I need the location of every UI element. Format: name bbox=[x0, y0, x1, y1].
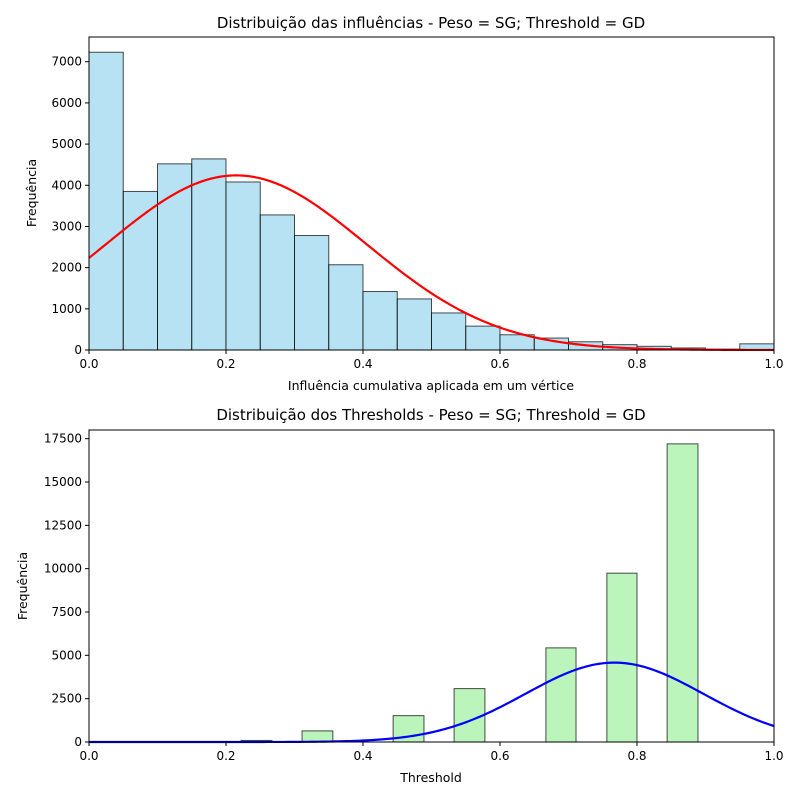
threshold-y-tick-label-1: 2500 bbox=[51, 692, 82, 706]
influence-bar-3 bbox=[191, 158, 227, 351]
influence-y-tick-label-4: 4000 bbox=[51, 178, 82, 192]
threshold-y-tick-label-2: 5000 bbox=[51, 648, 82, 662]
threshold-chart-title: Distribuição dos Thresholds - Peso = SG;… bbox=[216, 406, 645, 424]
influence-bar-8 bbox=[362, 291, 398, 351]
influence-bar-5 bbox=[259, 214, 295, 351]
influence-y-tick-label-0: 0 bbox=[74, 343, 82, 357]
influence-x-ticks: 0.0 0.2 0.4 0.6 0.8 1.0 bbox=[79, 350, 784, 371]
threshold-y-axis-label: Frequência bbox=[15, 552, 30, 620]
threshold-x-tick-label-4: 0.8 bbox=[627, 749, 646, 763]
influence-bar-2 bbox=[157, 163, 193, 351]
influence-y-tick-label-2: 2000 bbox=[51, 261, 82, 275]
influence-histogram-plot: Distribuição das influências - Peso = SG… bbox=[24, 14, 784, 393]
influence-fit-curve bbox=[88, 174, 775, 352]
influence-y-tick-label-3: 3000 bbox=[51, 219, 82, 233]
influence-x-tick-label-4: 0.8 bbox=[627, 357, 646, 371]
threshold-bar-1 bbox=[301, 730, 334, 743]
threshold-axes-frame bbox=[88, 429, 775, 743]
influence-bar-7 bbox=[328, 264, 364, 351]
influence-y-tick-label-5: 5000 bbox=[51, 137, 82, 151]
influence-bar-0 bbox=[88, 51, 124, 351]
influence-y-tick-label-1: 1000 bbox=[51, 302, 82, 316]
influence-y-tick-label-7: 7000 bbox=[51, 55, 82, 69]
threshold-bar-6 bbox=[666, 443, 699, 743]
threshold-x-ticks: 0.0 0.2 0.4 0.6 0.8 1.0 bbox=[79, 742, 784, 763]
influence-bar-4 bbox=[225, 181, 261, 351]
influence-bar-6 bbox=[294, 235, 330, 351]
threshold-bars bbox=[240, 443, 699, 743]
threshold-bar-5 bbox=[606, 572, 638, 743]
influence-y-tick-label-6: 6000 bbox=[51, 96, 82, 110]
threshold-x-tick-label-0: 0.0 bbox=[79, 749, 98, 763]
influence-x-tick-label-3: 0.6 bbox=[490, 357, 509, 371]
threshold-x-axis-label: Threshold bbox=[399, 770, 462, 785]
threshold-x-tick-label-5: 1.0 bbox=[764, 749, 783, 763]
threshold-y-tick-label-0: 0 bbox=[74, 735, 82, 749]
influence-chart-title: Distribuição das influências - Peso = SG… bbox=[217, 14, 645, 32]
threshold-y-tick-label-6: 15000 bbox=[44, 475, 82, 489]
influence-y-ticks: 0 1000 2000 3000 4000 5000 6000 7000 bbox=[51, 55, 89, 357]
influence-bar-10 bbox=[431, 312, 467, 351]
influence-axes-frame bbox=[88, 36, 775, 351]
threshold-bar-3 bbox=[453, 688, 486, 743]
threshold-x-tick-label-3: 0.6 bbox=[490, 749, 509, 763]
influence-x-tick-label-2: 0.4 bbox=[353, 357, 372, 371]
influence-bar-11 bbox=[465, 325, 501, 351]
threshold-y-tick-label-3: 7500 bbox=[51, 605, 82, 619]
influence-x-tick-label-1: 0.2 bbox=[216, 357, 235, 371]
threshold-histogram-plot: Distribuição dos Thresholds - Peso = SG;… bbox=[15, 406, 784, 785]
influence-bar-1 bbox=[122, 190, 158, 351]
threshold-y-tick-label-7: 17500 bbox=[44, 432, 82, 446]
threshold-y-tick-label-5: 12500 bbox=[44, 518, 82, 532]
threshold-x-tick-label-1: 0.2 bbox=[216, 749, 235, 763]
threshold-y-ticks: 0 2500 5000 7500 10000 12500 15000 17500 bbox=[44, 432, 89, 749]
influence-x-axis-label: Influência cumulativa aplicada em um vér… bbox=[288, 378, 574, 393]
influence-bar-9 bbox=[396, 298, 432, 351]
influence-y-axis-label: Frequência bbox=[24, 159, 39, 227]
threshold-y-tick-label-4: 10000 bbox=[44, 562, 82, 576]
threshold-bar-4 bbox=[545, 647, 577, 743]
influence-x-tick-label-0: 0.0 bbox=[79, 357, 98, 371]
influence-curve-layer bbox=[88, 174, 775, 352]
threshold-x-tick-label-2: 0.4 bbox=[353, 749, 372, 763]
influence-x-tick-label-5: 1.0 bbox=[764, 357, 783, 371]
